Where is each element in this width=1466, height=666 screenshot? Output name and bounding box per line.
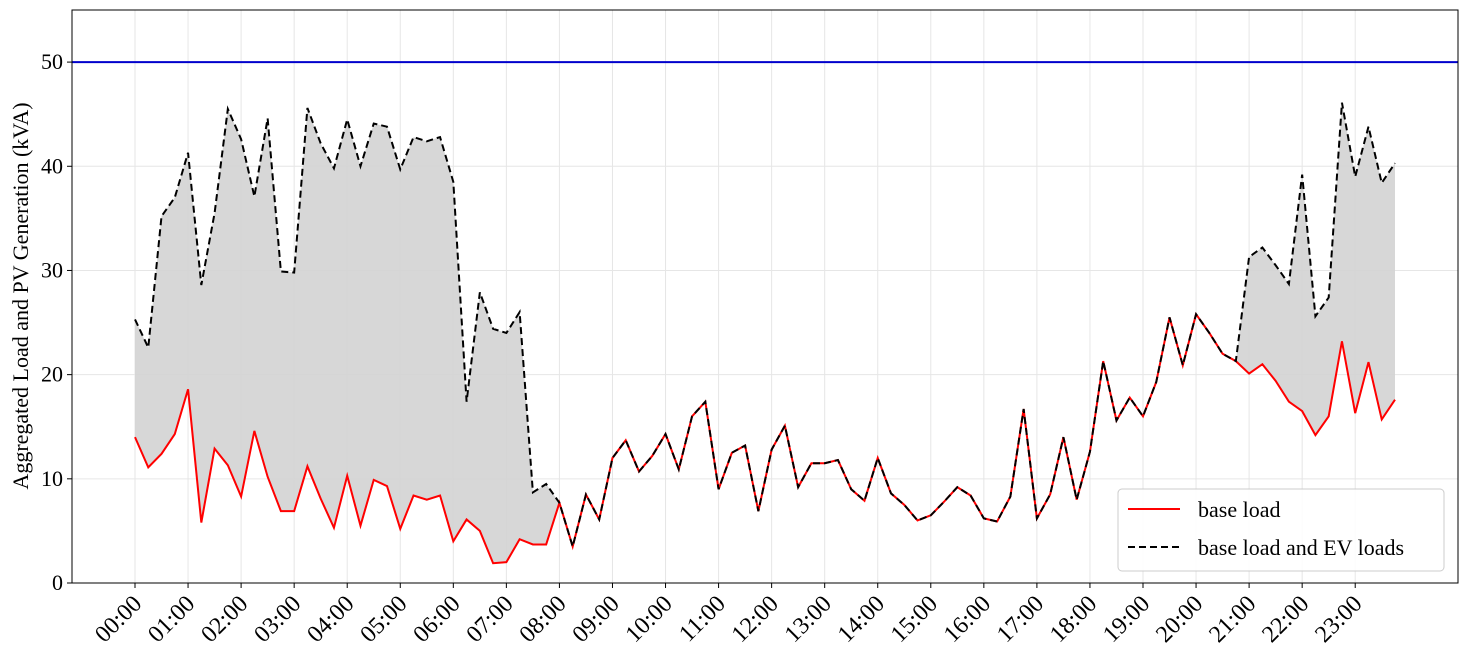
x-tick-label: 20:00 xyxy=(1151,591,1208,648)
x-tick-label: 17:00 xyxy=(992,591,1049,648)
y-tick-label: 0 xyxy=(52,570,63,595)
legend-label: base load xyxy=(1198,497,1280,522)
y-tick-label: 40 xyxy=(41,153,63,178)
x-tick-label: 08:00 xyxy=(515,591,572,648)
y-tick-label: 50 xyxy=(41,49,63,74)
x-tick-label: 01:00 xyxy=(143,591,200,648)
x-tick-label: 22:00 xyxy=(1257,591,1314,648)
x-tick-label: 10:00 xyxy=(621,591,678,648)
legend-label: base load and EV loads xyxy=(1198,535,1404,560)
x-tick-label: 09:00 xyxy=(568,591,625,648)
x-tick-label: 03:00 xyxy=(249,591,306,648)
x-tick-label: 21:00 xyxy=(1204,591,1261,648)
x-tick-label: 23:00 xyxy=(1310,591,1367,648)
y-tick-label: 10 xyxy=(41,466,63,491)
x-tick-label: 13:00 xyxy=(780,591,837,648)
x-tick-label: 15:00 xyxy=(886,591,943,648)
fill-between xyxy=(135,102,1395,564)
x-tick-label: 11:00 xyxy=(674,591,730,647)
x-tick-label: 04:00 xyxy=(302,591,359,648)
x-tick-label: 02:00 xyxy=(196,591,253,648)
plot-frame xyxy=(71,9,1459,584)
x-tick-label: 14:00 xyxy=(833,591,890,648)
series-line xyxy=(134,102,1396,551)
x-tick-label: 06:00 xyxy=(409,591,466,648)
legend-box xyxy=(1117,488,1445,572)
x-tick-label: 05:00 xyxy=(355,591,412,648)
x-tick-label: 19:00 xyxy=(1098,591,1155,648)
y-axis-label: Aggregated Load and PV Generation (kVA) xyxy=(8,102,33,489)
x-tick-label: 16:00 xyxy=(939,591,996,648)
y-tick-label: 20 xyxy=(41,362,63,387)
y-tick-label: 30 xyxy=(41,257,63,282)
x-tick-label: 07:00 xyxy=(462,591,519,648)
x-tick-label: 18:00 xyxy=(1045,591,1102,648)
x-tick-label: 00:00 xyxy=(90,591,147,648)
x-tick-label: 12:00 xyxy=(727,591,784,648)
